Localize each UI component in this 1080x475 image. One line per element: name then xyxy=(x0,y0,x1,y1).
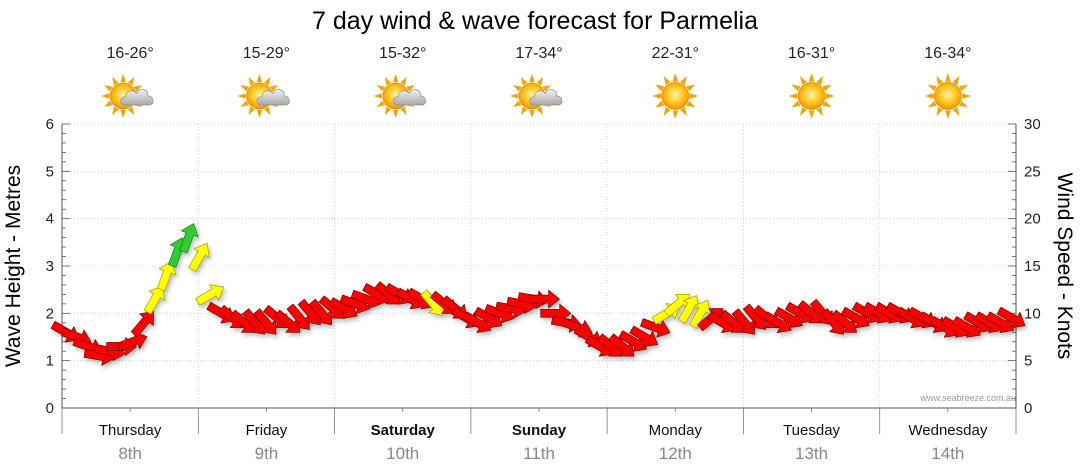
temperature-range: 15-32° xyxy=(379,45,426,62)
grid xyxy=(62,123,1016,408)
right-tick-label: 20 xyxy=(1024,211,1041,228)
day-name: Monday xyxy=(649,422,703,439)
chart-title: 7 day wind & wave forecast for Parmelia xyxy=(312,7,758,35)
right-tick-label: 10 xyxy=(1024,305,1041,322)
temperature-row: 16-26° 15-29° 15-32° 17-34° 22-31° 16-31° 16-3… xyxy=(100,45,972,120)
day-date: 10th xyxy=(386,444,419,463)
temperature-range: 16-26° xyxy=(106,45,153,62)
axes: 0 1 2 3 4 5 6 0 5 10 15 20 25 30 xyxy=(46,116,1041,434)
sun-icon xyxy=(788,72,835,120)
wind-arrow xyxy=(640,318,671,338)
temperature-range: 16-31° xyxy=(788,45,835,62)
day-date: 11th xyxy=(523,444,555,463)
wind-arrow xyxy=(689,299,711,329)
sun-cloud-icon xyxy=(100,73,154,119)
wind-arrow xyxy=(130,310,154,338)
day-date: 13th xyxy=(795,444,828,463)
left-tick-label: 4 xyxy=(46,211,54,228)
right-axis-title: Wind Speed - Knots xyxy=(1053,173,1076,360)
day-labels: Thursday 8th Friday 9th Saturday 10th Sunday 11… xyxy=(99,422,988,463)
wind-arrow xyxy=(179,223,199,254)
left-tick-label: 5 xyxy=(46,163,54,180)
left-tick-label: 6 xyxy=(46,116,54,133)
wind-arrow xyxy=(996,306,1026,329)
sun-cloud-icon xyxy=(509,73,563,119)
right-tick-label: 0 xyxy=(1024,400,1032,417)
left-tick-label: 0 xyxy=(46,400,54,417)
day-name: Sunday xyxy=(512,422,567,439)
day-name: Friday xyxy=(246,422,288,439)
day-date: 9th xyxy=(255,444,279,463)
wind-arrow xyxy=(188,243,210,272)
temperature-range: 17-34° xyxy=(515,45,562,62)
wind-arrow xyxy=(156,261,177,292)
right-tick-label: 15 xyxy=(1024,258,1041,275)
day-date: 8th xyxy=(118,444,142,463)
left-tick-label: 2 xyxy=(46,305,54,322)
right-tick-label: 5 xyxy=(1024,353,1032,370)
day-name: Tuesday xyxy=(783,422,840,439)
left-tick-label: 1 xyxy=(46,353,54,370)
left-tick-label: 3 xyxy=(46,258,54,275)
left-axis-title: Wave Height - Metres xyxy=(2,165,25,367)
wind-arrow xyxy=(629,325,659,348)
wind-arrow xyxy=(143,285,166,315)
sun-cloud-icon xyxy=(373,73,427,119)
credit-text: www.seabreeze.com.au xyxy=(919,393,1016,403)
day-date: 12th xyxy=(659,444,692,463)
wind-arrow xyxy=(529,289,560,309)
temperature-range: 22-31° xyxy=(652,45,699,62)
sun-icon xyxy=(924,72,972,120)
sun-cloud-icon xyxy=(236,73,290,119)
day-name: Thursday xyxy=(99,422,162,439)
wind-arrow xyxy=(195,284,225,306)
right-tick-label: 30 xyxy=(1024,116,1041,133)
sun-icon xyxy=(651,72,699,120)
day-name: Wednesday xyxy=(908,422,987,439)
right-tick-label: 25 xyxy=(1024,163,1041,180)
day-name: Saturday xyxy=(371,422,436,439)
temperature-range: 15-29° xyxy=(243,45,290,62)
wind-arrows xyxy=(50,223,1026,366)
day-date: 14th xyxy=(931,444,964,463)
temperature-range: 16-34° xyxy=(924,45,971,62)
